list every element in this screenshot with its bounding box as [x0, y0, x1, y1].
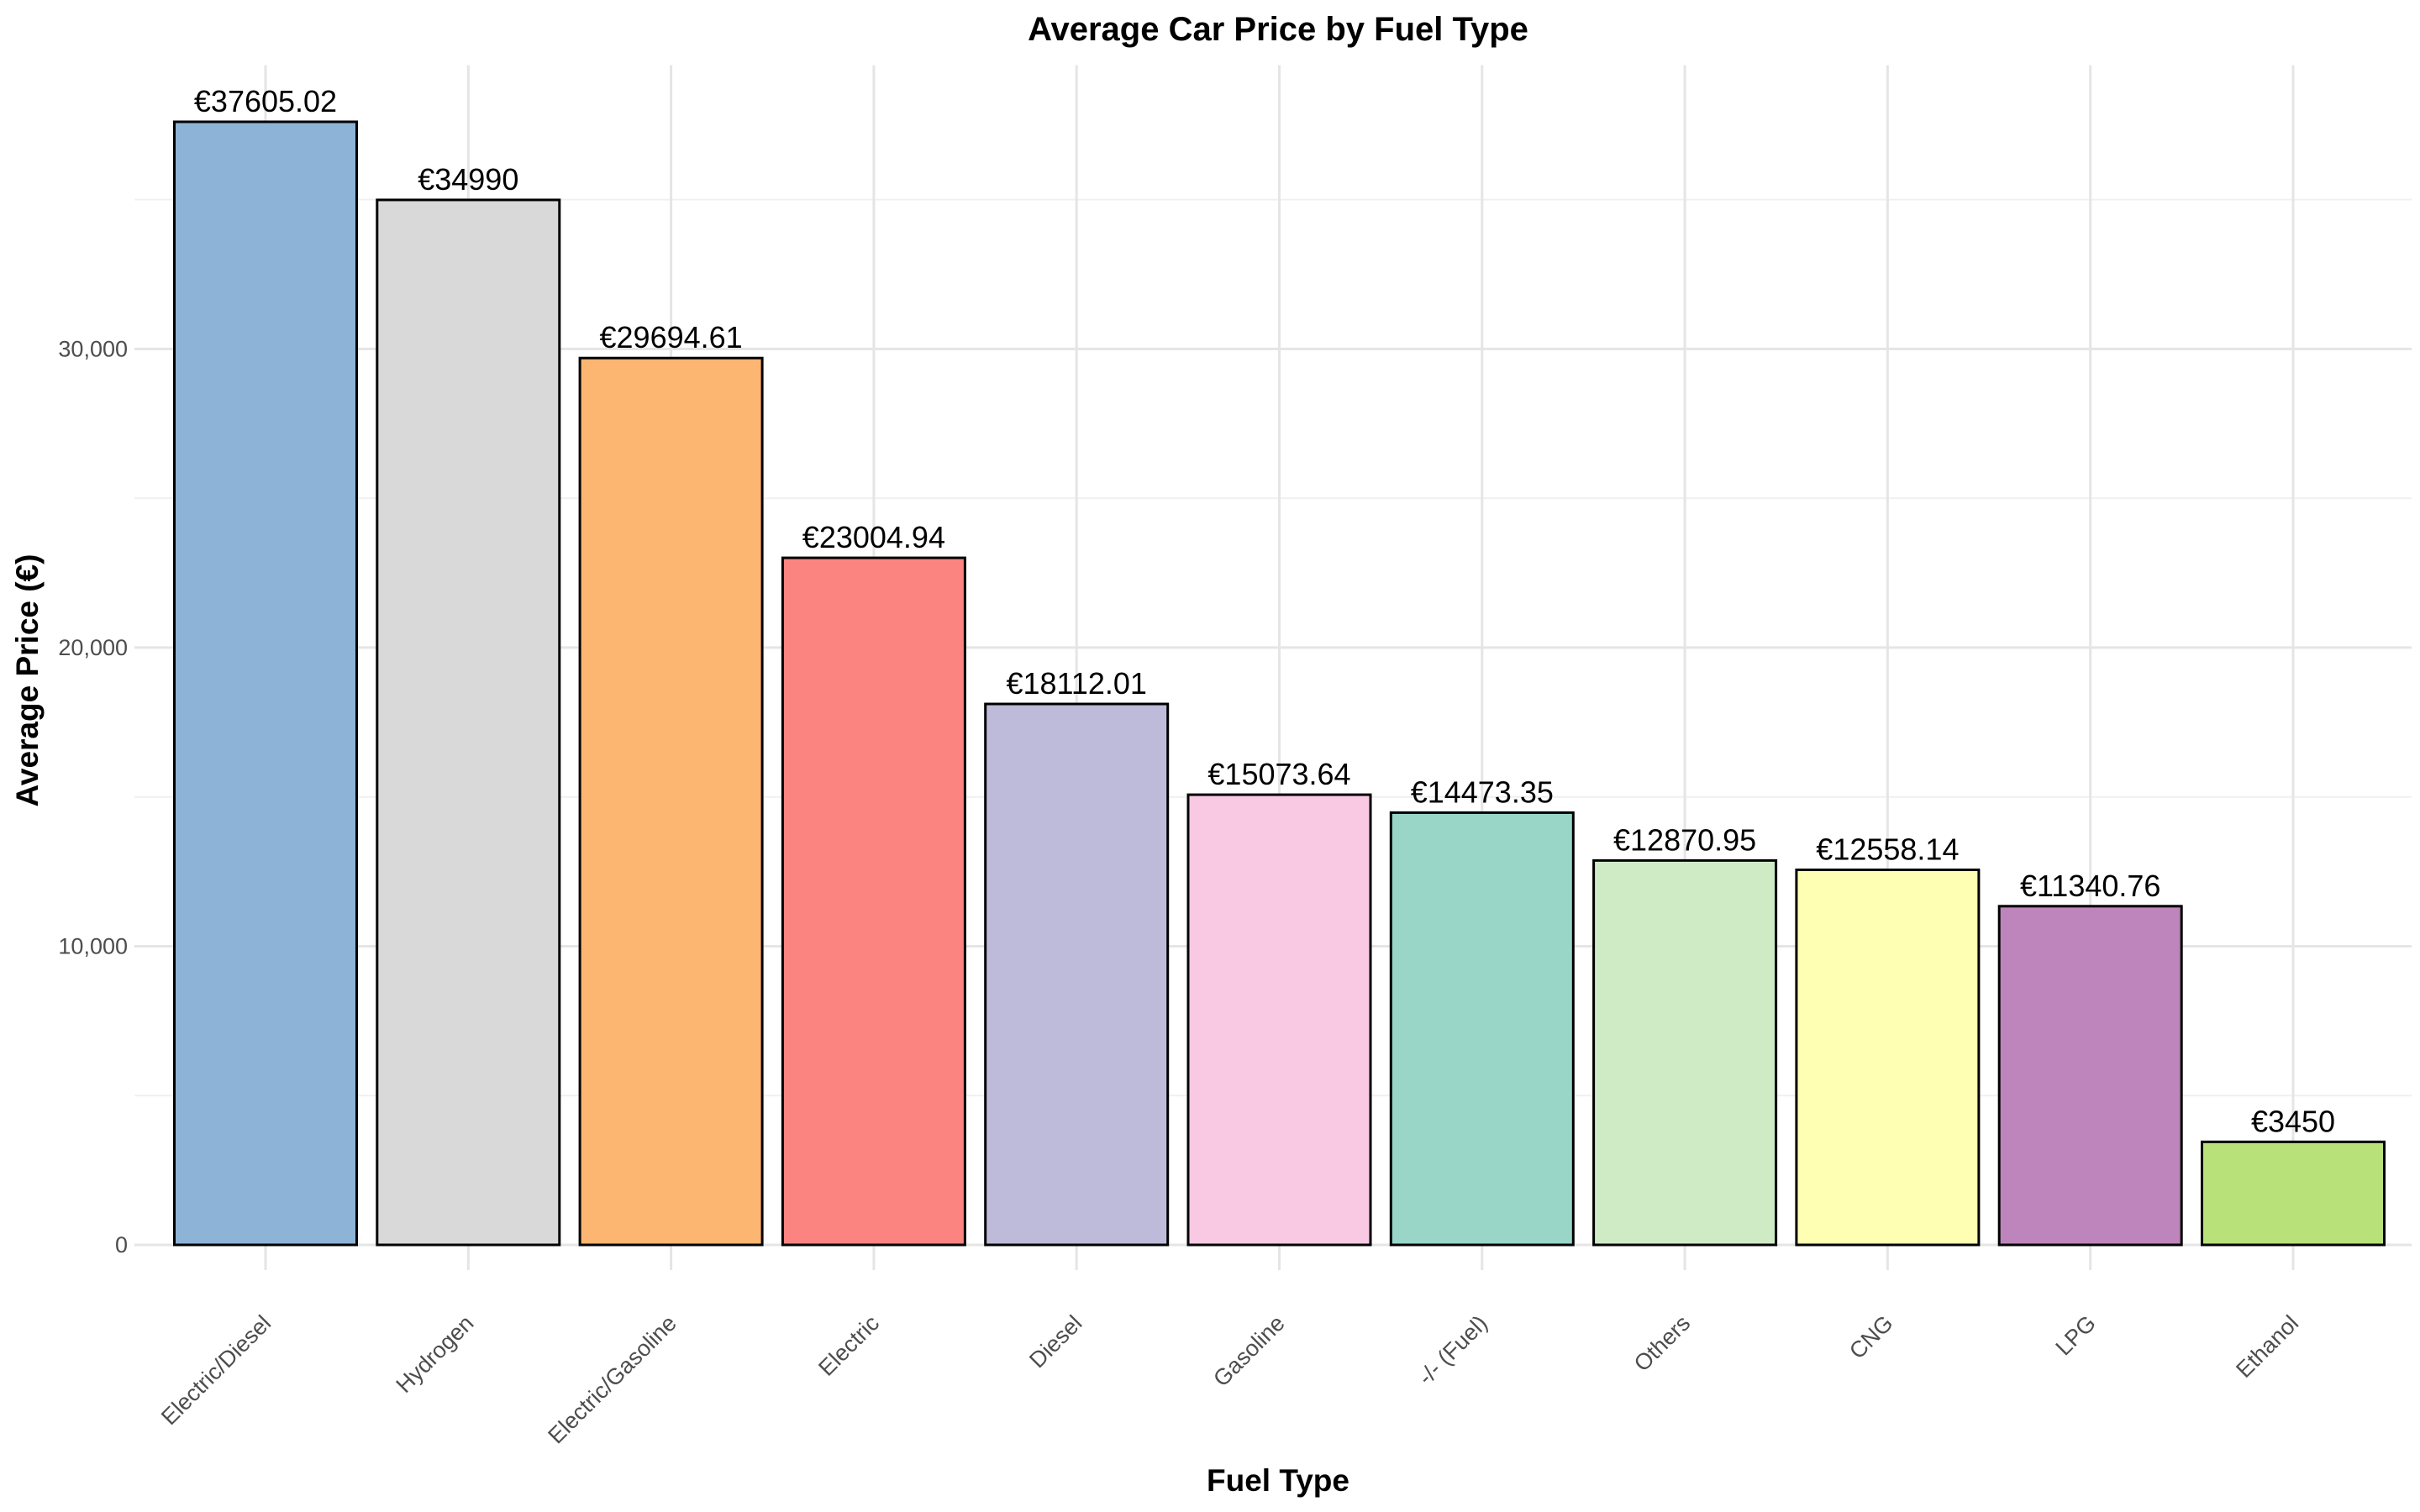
- bars: [173, 120, 2386, 1247]
- x-tick-label: Electric/Diesel: [156, 1310, 276, 1430]
- bar-fuel: [1389, 811, 1575, 1247]
- bar-value-label: €12870.95: [1613, 822, 1756, 857]
- bar-electric-gasoline: [578, 356, 764, 1247]
- y-tick-label: 30,000: [58, 336, 128, 361]
- bar-value-label: €23004.94: [802, 520, 945, 554]
- bar-gasoline: [1186, 793, 1372, 1247]
- x-tick-label: Electric: [813, 1310, 884, 1381]
- x-tick-label: Hydrogen: [392, 1310, 479, 1398]
- x-tick-label: Others: [1629, 1310, 1696, 1377]
- bar-value-label: €34990: [418, 162, 518, 197]
- y-tick-label: 0: [115, 1232, 128, 1257]
- x-tick-label: LPG: [2051, 1310, 2101, 1360]
- bar-diesel: [984, 702, 1170, 1247]
- y-axis-title: Average Price (€): [10, 554, 45, 807]
- bar-ethanol: [2201, 1140, 2386, 1247]
- x-tick-label: Ethanol: [2231, 1310, 2303, 1383]
- bar-cng: [1795, 869, 1981, 1247]
- x-tick-label: CNG: [1844, 1310, 1898, 1364]
- x-axis-title: Fuel Type: [1207, 1463, 1349, 1498]
- x-tick-label: Gasoline: [1208, 1310, 1290, 1392]
- data-labels: €37605.02 €34990 €29694.61 €23004.94 €18112.…: [194, 84, 2335, 1138]
- chart-title: Average Car Price by Fuel Type: [1028, 11, 1528, 48]
- y-tick-label: 10,000: [58, 933, 128, 958]
- x-tick-label: Electric/Gasoline: [543, 1310, 681, 1448]
- x-tick-label: -/- (Fuel): [1413, 1310, 1492, 1389]
- bar-value-label: €18112.01: [1006, 666, 1147, 701]
- bar-electric-diesel: [173, 120, 358, 1247]
- bar-electric: [781, 556, 966, 1247]
- x-axis-ticks: Electric/Diesel Hydrogen Electric/Gasoline…: [156, 1310, 2303, 1448]
- bar-lpg: [1997, 905, 2183, 1247]
- y-tick-label: 20,000: [58, 635, 128, 660]
- bar-value-label: €29694.61: [600, 320, 743, 354]
- bar-value-label: €3450: [2251, 1104, 2335, 1138]
- bar-value-label: €15073.64: [1207, 757, 1350, 791]
- bar-value-label: €14473.35: [1411, 774, 1554, 809]
- bar-value-label: €11340.76: [2020, 869, 2161, 903]
- bar-value-label: €37605.02: [194, 84, 337, 118]
- bar-value-label: €12558.14: [1816, 832, 1959, 867]
- bar-hydrogen: [376, 198, 561, 1247]
- y-axis-ticks: 0 10,000 20,000 30,000: [58, 336, 128, 1257]
- bar-others: [1592, 858, 1778, 1247]
- x-tick-label: Diesel: [1024, 1310, 1086, 1373]
